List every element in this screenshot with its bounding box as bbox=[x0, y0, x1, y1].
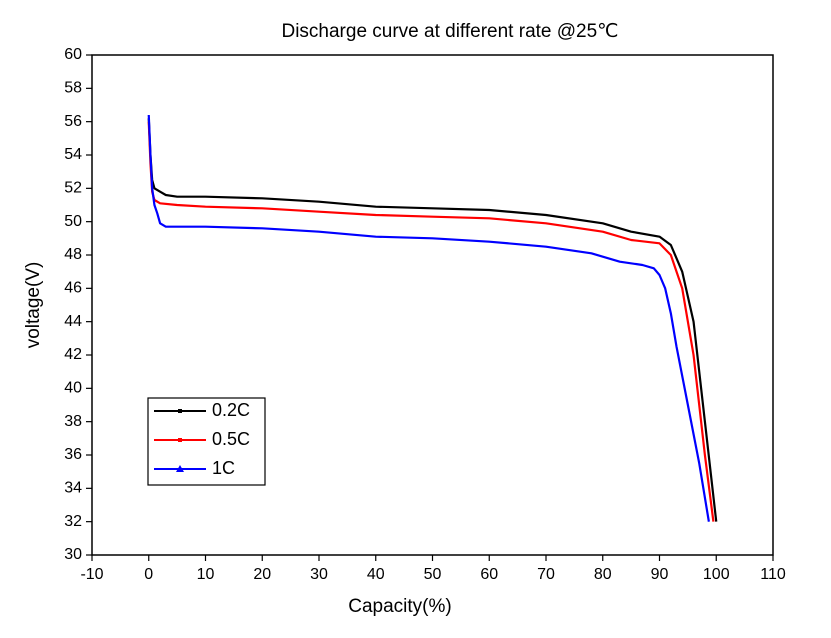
legend: 0.2C 0.5C 1C bbox=[147, 397, 266, 486]
x-tick-label: -10 bbox=[80, 566, 103, 583]
x-tick-label: 30 bbox=[310, 566, 328, 583]
y-tick-label: 50 bbox=[64, 213, 82, 230]
x-tick-label: 100 bbox=[703, 566, 730, 583]
y-tick-label: 58 bbox=[64, 80, 82, 97]
y-tick-label: 52 bbox=[64, 180, 82, 197]
legend-marker bbox=[176, 465, 184, 472]
x-tick-label: 20 bbox=[253, 566, 271, 583]
y-tick-label: 42 bbox=[64, 346, 82, 363]
series-line bbox=[147, 114, 710, 522]
x-axis-label: Capacity(%) bbox=[348, 596, 451, 617]
x-tick-label: 110 bbox=[760, 566, 786, 583]
chart-title: Discharge curve at different rate @25℃ bbox=[281, 21, 618, 42]
x-tick-label: 0 bbox=[144, 566, 153, 583]
y-tick-label: 40 bbox=[64, 380, 82, 397]
y-tick-label: 56 bbox=[64, 113, 82, 130]
y-tick-label: 38 bbox=[64, 413, 82, 430]
x-tick-label: 40 bbox=[367, 566, 385, 583]
y-tick-label: 44 bbox=[64, 313, 82, 330]
x-tick-label: 60 bbox=[480, 566, 498, 583]
y-tick-label: 48 bbox=[64, 246, 82, 263]
y-tick-label: 36 bbox=[64, 446, 82, 463]
y-tick-label: 32 bbox=[64, 513, 82, 530]
x-tick-label: 90 bbox=[651, 566, 669, 583]
y-tick-label: 60 bbox=[64, 46, 82, 63]
legend-label: 0.5C bbox=[212, 429, 250, 449]
y-tick-label: 30 bbox=[64, 546, 82, 563]
legend-marker bbox=[178, 438, 182, 442]
legend-label: 1C bbox=[212, 458, 235, 478]
x-tick-label: 80 bbox=[594, 566, 612, 583]
x-tick-label: 70 bbox=[537, 566, 555, 583]
series-line bbox=[147, 118, 718, 522]
x-tick-label: 10 bbox=[197, 566, 215, 583]
x-tick-label: 50 bbox=[424, 566, 442, 583]
legend-marker bbox=[178, 409, 182, 413]
legend-label: 0.2C bbox=[212, 400, 250, 420]
y-axis-label: voltage(V) bbox=[23, 262, 44, 349]
series-line bbox=[147, 121, 715, 522]
legend-box bbox=[147, 397, 266, 486]
y-tick-label: 46 bbox=[64, 280, 82, 297]
y-tick-label: 54 bbox=[64, 146, 82, 163]
y-tick-label: 34 bbox=[64, 480, 82, 497]
